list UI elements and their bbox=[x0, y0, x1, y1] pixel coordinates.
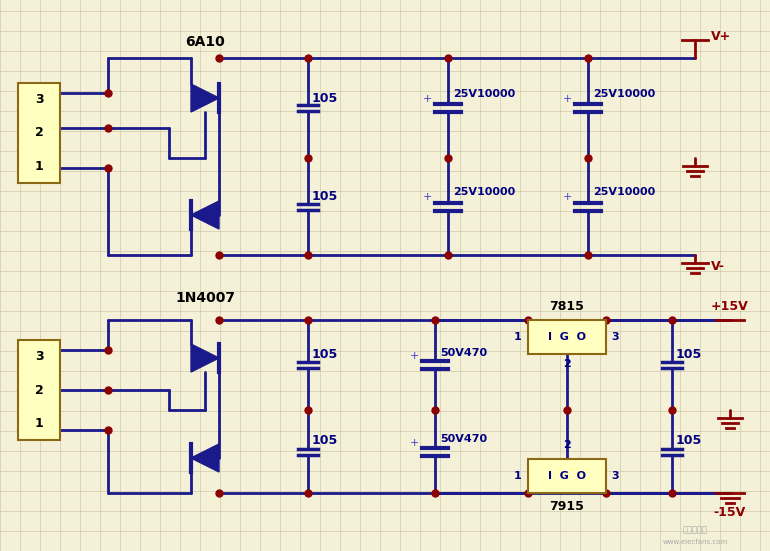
Text: 105: 105 bbox=[312, 435, 338, 447]
Text: +: + bbox=[423, 94, 432, 104]
Text: 105: 105 bbox=[312, 91, 338, 105]
Text: 7815: 7815 bbox=[550, 300, 584, 312]
Text: 3: 3 bbox=[35, 350, 43, 363]
Text: 25V10000: 25V10000 bbox=[453, 187, 515, 197]
Text: 7915: 7915 bbox=[550, 500, 584, 514]
Text: 50V470: 50V470 bbox=[440, 434, 487, 444]
Text: I  G  O: I G O bbox=[548, 471, 586, 481]
Text: 3: 3 bbox=[611, 332, 618, 342]
Text: +: + bbox=[563, 94, 572, 104]
Text: 25V10000: 25V10000 bbox=[593, 187, 655, 197]
Text: 2: 2 bbox=[35, 127, 43, 139]
Text: 1N4007: 1N4007 bbox=[175, 291, 235, 305]
Text: +: + bbox=[423, 192, 432, 203]
Text: 1: 1 bbox=[514, 332, 521, 342]
Text: 3: 3 bbox=[35, 93, 43, 106]
FancyBboxPatch shape bbox=[18, 340, 60, 440]
Text: 1: 1 bbox=[35, 417, 43, 430]
Text: 105: 105 bbox=[312, 348, 338, 361]
Text: 2: 2 bbox=[563, 359, 571, 369]
Text: 105: 105 bbox=[676, 435, 702, 447]
Text: 3: 3 bbox=[611, 471, 618, 481]
Text: +: + bbox=[563, 192, 572, 203]
Text: 2: 2 bbox=[35, 383, 43, 397]
Text: 25V10000: 25V10000 bbox=[453, 89, 515, 99]
Text: 电子发烧友: 电子发烧友 bbox=[682, 526, 708, 534]
Polygon shape bbox=[191, 84, 219, 112]
Text: +: + bbox=[410, 351, 419, 361]
Text: +: + bbox=[410, 437, 419, 447]
Text: -15V: -15V bbox=[714, 506, 746, 520]
Text: 2: 2 bbox=[563, 440, 571, 450]
Text: 105: 105 bbox=[312, 190, 338, 203]
Polygon shape bbox=[191, 201, 219, 229]
Polygon shape bbox=[191, 444, 219, 472]
FancyBboxPatch shape bbox=[528, 320, 606, 354]
Text: V+: V+ bbox=[711, 30, 732, 42]
Text: 105: 105 bbox=[676, 348, 702, 361]
Text: 1: 1 bbox=[35, 160, 43, 173]
Text: I  G  O: I G O bbox=[548, 332, 586, 342]
Text: 6A10: 6A10 bbox=[185, 35, 225, 49]
Text: 25V10000: 25V10000 bbox=[593, 89, 655, 99]
FancyBboxPatch shape bbox=[18, 83, 60, 183]
Text: +15V: +15V bbox=[711, 300, 749, 312]
Text: 1: 1 bbox=[514, 471, 521, 481]
Text: V-: V- bbox=[711, 261, 725, 273]
FancyBboxPatch shape bbox=[528, 459, 606, 493]
Text: 50V470: 50V470 bbox=[440, 348, 487, 358]
Text: www.elecfans.com: www.elecfans.com bbox=[662, 539, 728, 545]
Polygon shape bbox=[191, 344, 219, 372]
